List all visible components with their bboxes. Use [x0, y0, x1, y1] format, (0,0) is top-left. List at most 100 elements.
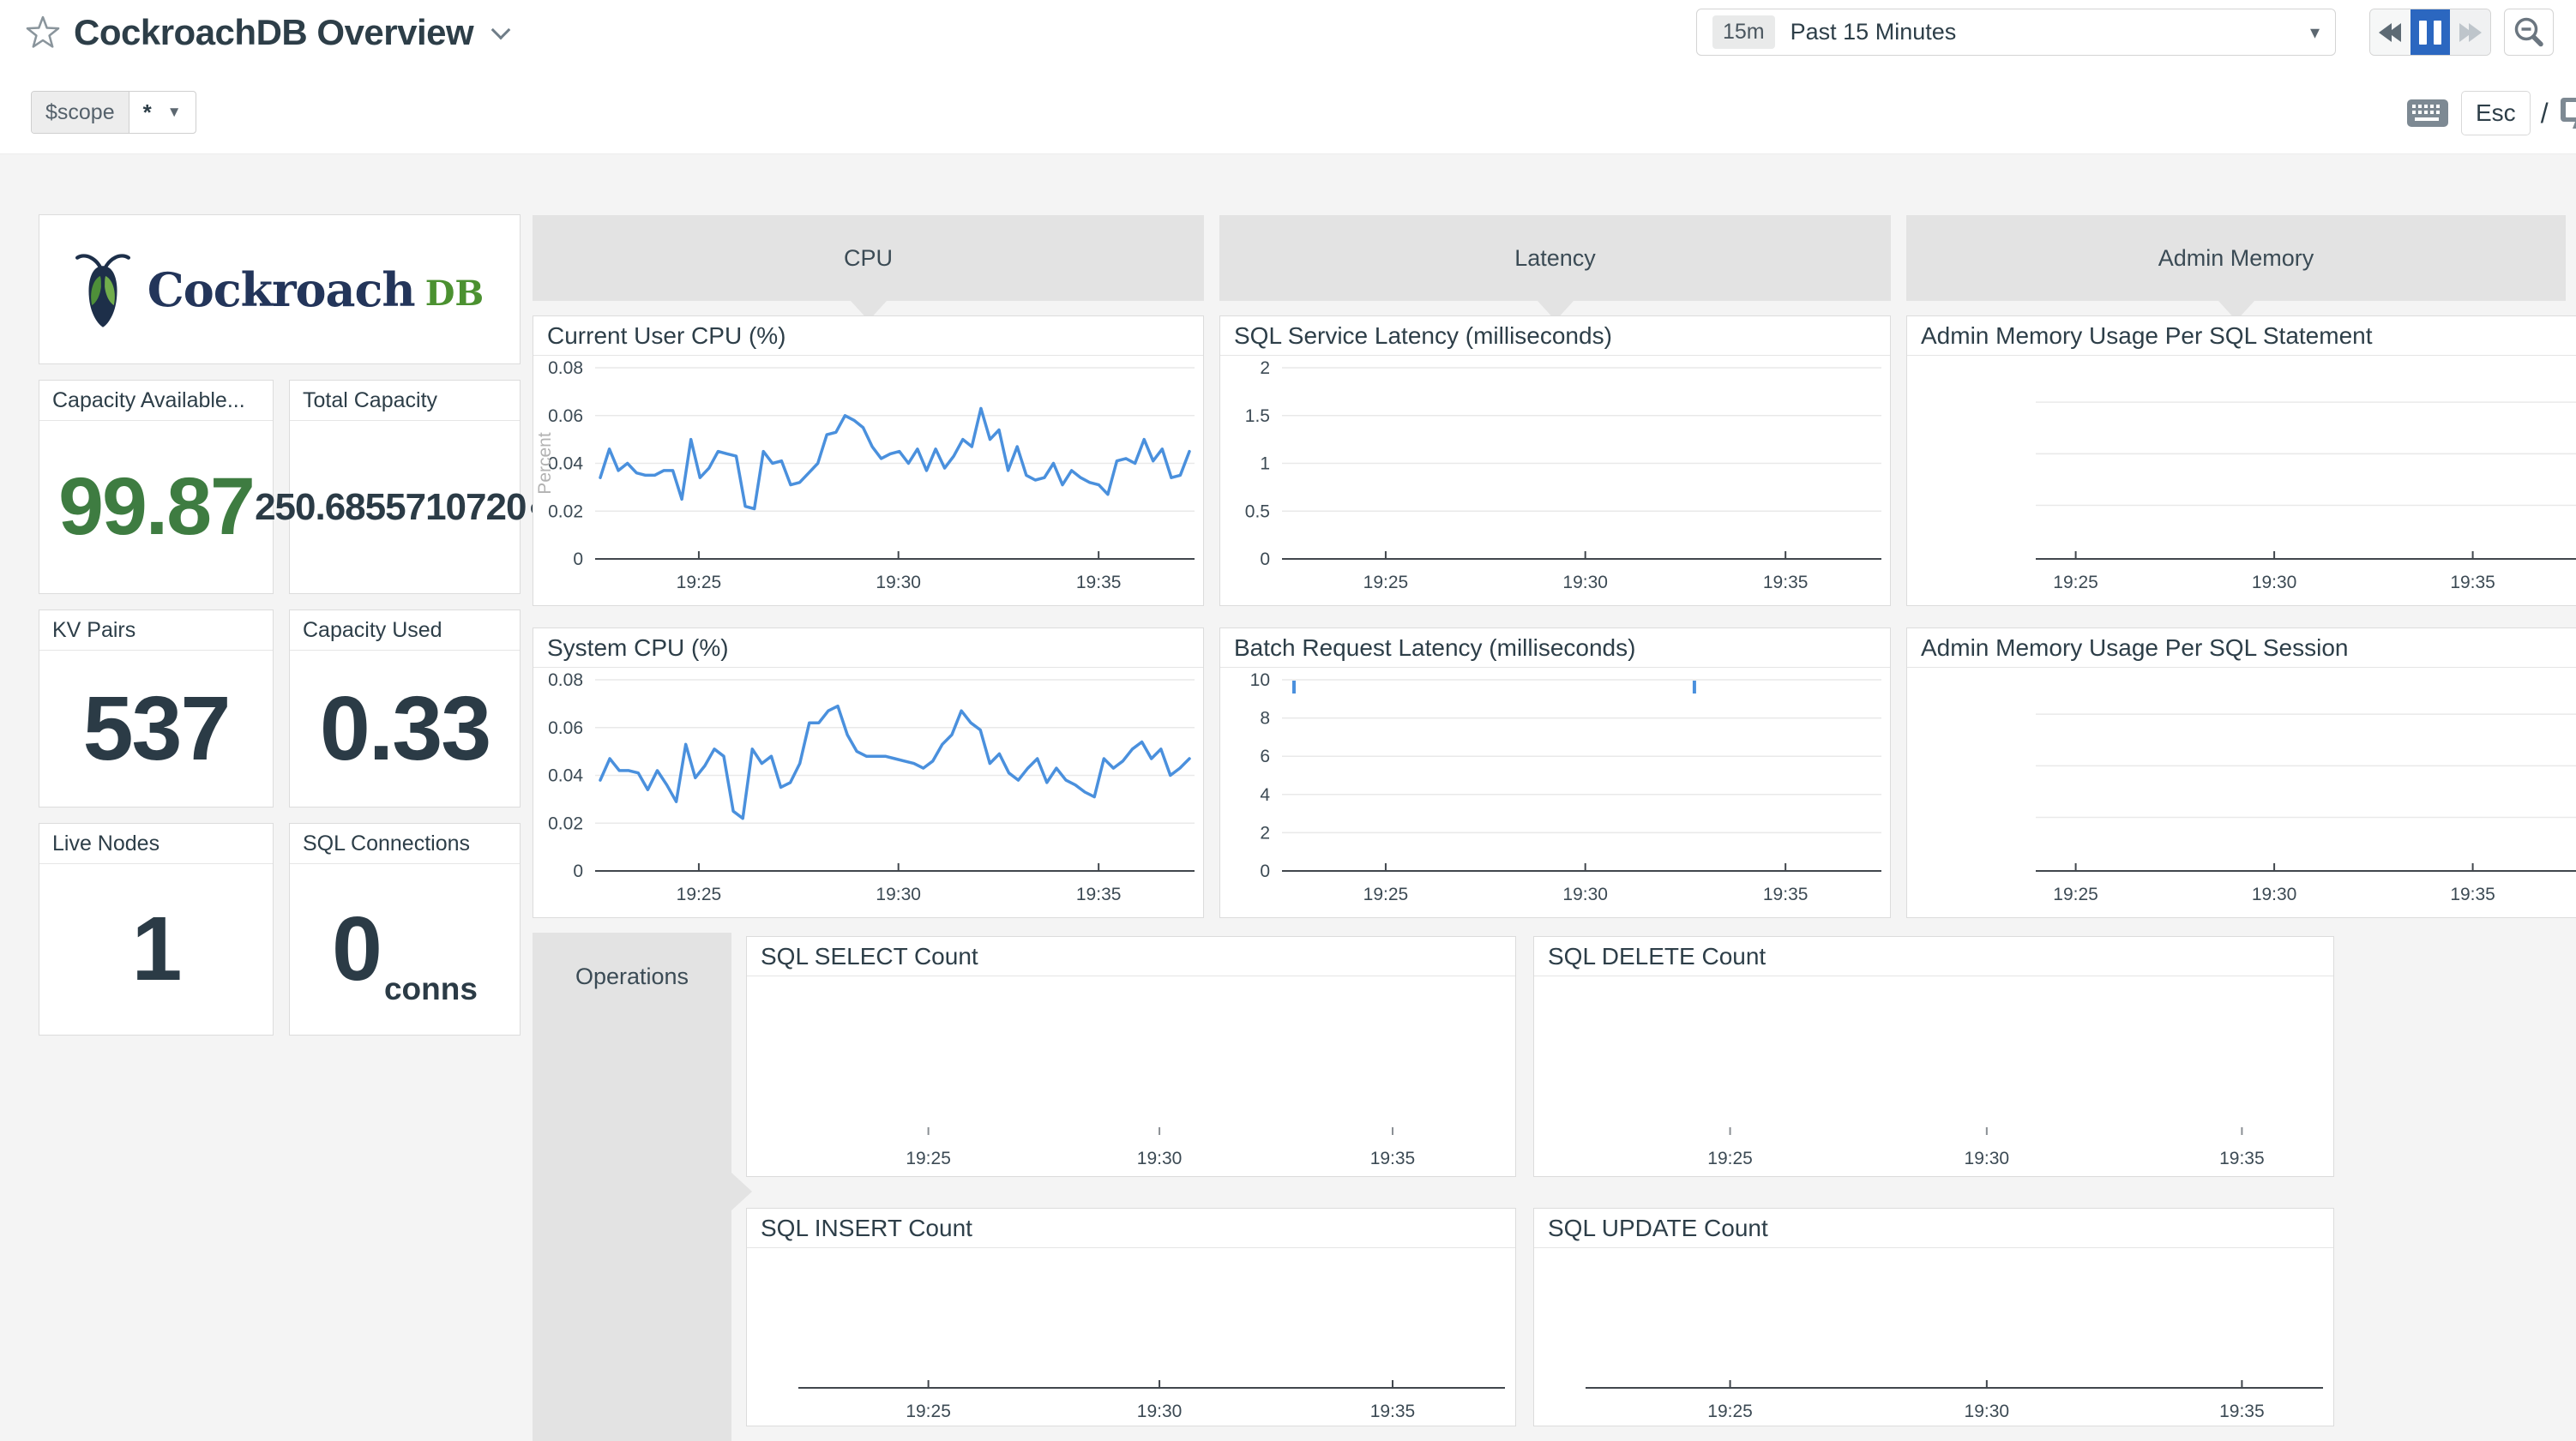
svg-text:19:35: 19:35	[2219, 1149, 2265, 1168]
time-range-caret-icon: ▾	[2309, 21, 2320, 43]
chart-batch-request-latency[interactable]: Batch Request Latency (milliseconds) 0 2 4…	[1219, 627, 1891, 918]
card-value: 0 conns	[290, 864, 520, 1035]
rewind-button[interactable]	[2370, 9, 2410, 55]
playback-controls	[2369, 9, 2491, 56]
svg-text:19:35: 19:35	[1370, 1149, 1416, 1168]
group-header-operations[interactable]: Operations	[533, 933, 731, 1441]
query-value-capacity-available[interactable]: Capacity Available... 99.87	[39, 380, 274, 594]
time-range-label: Past 15 Minutes	[1790, 19, 1957, 45]
esc-label: Esc	[2476, 99, 2516, 126]
svg-text:19:25: 19:25	[1363, 573, 1409, 592]
chart-plot-area: 19:25 19:30 19:35	[1534, 1248, 2333, 1426]
svg-text:19:35: 19:35	[1076, 573, 1122, 592]
svg-text:4: 4	[1260, 785, 1270, 805]
cockroachdb-logo-card[interactable]: Cockroach DB	[39, 214, 521, 364]
svg-text:1: 1	[1260, 454, 1270, 474]
esc-key-button[interactable]: Esc	[2461, 91, 2531, 135]
logo-db-suffix: DB	[424, 273, 485, 314]
svg-text:19:30: 19:30	[1137, 1402, 1183, 1421]
time-range-picker[interactable]: 15m Past 15 Minutes ▾	[1696, 9, 2336, 56]
card-title: Capacity Used	[290, 610, 520, 651]
tv-mode-icon[interactable]	[2559, 95, 2576, 131]
chart-plot-area: 19:25 19:30 19:35	[747, 1248, 1515, 1426]
svg-text:0.06: 0.06	[548, 718, 583, 738]
chart-system-cpu[interactable]: System CPU (%) 0 0.02 0.04 0.06 0.08 19:25 19:…	[533, 627, 1204, 918]
scope-caret-icon: ▼	[166, 104, 182, 120]
chart-sql-service-latency[interactable]: SQL Service Latency (milliseconds) 0 0.5 1…	[1219, 315, 1891, 606]
svg-text:0: 0	[573, 549, 583, 569]
svg-text:19:30: 19:30	[876, 573, 921, 592]
chart-title: SQL DELETE Count	[1534, 937, 2333, 976]
chart-title: SQL Service Latency (milliseconds)	[1220, 316, 1890, 356]
title-chevron-down-icon[interactable]	[491, 20, 511, 40]
svg-text:0: 0	[1260, 862, 1270, 881]
svg-text:19:35: 19:35	[2450, 885, 2495, 904]
chart-sql-insert-count[interactable]: SQL INSERT Count 19:25 19:30 19:35	[746, 1208, 1516, 1426]
scope-variable-value[interactable]: * ▼	[129, 92, 196, 133]
chart-plot-area: 19:25 19:30 19:35	[1907, 356, 2576, 605]
title-row: CockroachDB Overview	[26, 12, 511, 53]
group-header-admin-memory[interactable]: Admin Memory	[1906, 215, 2566, 301]
svg-text:19:30: 19:30	[2252, 573, 2297, 592]
value-text: 0	[332, 898, 382, 1000]
value-text: 250.6855710720	[255, 485, 527, 528]
chart-plot-area: 19:25 19:30 19:35	[747, 976, 1515, 1176]
favorite-star-icon[interactable]	[26, 15, 60, 50]
chart-admin-memory-per-session[interactable]: Admin Memory Usage Per SQL Session 19:25…	[1906, 627, 2576, 918]
card-value: 250.6855710720 GB	[255, 421, 555, 593]
pause-button[interactable]	[2410, 9, 2451, 55]
chart-title: Admin Memory Usage Per SQL Statement	[1907, 316, 2576, 356]
svg-text:19:25: 19:25	[906, 1149, 951, 1168]
card-value: 537	[39, 651, 273, 807]
cockroach-bug-icon	[75, 253, 130, 327]
value-text: 0.33	[319, 677, 491, 779]
chart-admin-memory-per-statement[interactable]: Admin Memory Usage Per SQL Statement 19:…	[1906, 315, 2576, 606]
chart-title: SQL INSERT Count	[747, 1209, 1515, 1248]
query-value-sql-connections[interactable]: SQL Connections 0 conns	[289, 823, 521, 1036]
svg-text:19:30: 19:30	[1562, 885, 1608, 904]
card-title: Live Nodes	[39, 824, 273, 864]
slash-shortcut: /	[2540, 97, 2549, 129]
chart-current-user-cpu[interactable]: Current User CPU (%) 0 0.02 0.04 0.06 0.08 19…	[533, 315, 1204, 606]
svg-text:19:30: 19:30	[2252, 885, 2297, 904]
svg-text:6: 6	[1260, 747, 1270, 766]
chart-plot-area: 0 0.02 0.04 0.06 0.08 19:25 19:30 19:35	[533, 668, 1203, 917]
svg-text:19:25: 19:25	[2053, 573, 2098, 592]
card-value: 99.87	[39, 421, 273, 593]
group-header-cpu[interactable]: CPU	[533, 215, 1204, 301]
query-value-capacity-used[interactable]: Capacity Used 0.33	[289, 609, 521, 808]
query-value-live-nodes[interactable]: Live Nodes 1	[39, 823, 274, 1036]
chart-title: Batch Request Latency (milliseconds)	[1220, 628, 1890, 668]
dashboard-header: CockroachDB Overview 15m Past 15 Minutes…	[0, 0, 2576, 154]
chart-sql-delete-count[interactable]: SQL DELETE Count 19:25 19:30 19:35	[1533, 936, 2334, 1177]
svg-text:0: 0	[573, 862, 583, 881]
svg-text:19:35: 19:35	[1763, 573, 1809, 592]
svg-text:19:30: 19:30	[1562, 573, 1608, 592]
svg-text:0: 0	[1260, 549, 1270, 569]
svg-text:19:35: 19:35	[2450, 573, 2495, 592]
svg-text:19:30: 19:30	[1137, 1149, 1183, 1168]
chart-title: Current User CPU (%)	[533, 316, 1203, 356]
svg-text:Percent: Percent	[535, 432, 555, 495]
group-header-latency[interactable]: Latency	[1219, 215, 1891, 301]
card-value: 1	[39, 864, 273, 1035]
group-notch-operations	[731, 1173, 752, 1210]
template-variable-scope[interactable]: $scope * ▼	[31, 91, 196, 134]
svg-text:0.06: 0.06	[548, 406, 583, 426]
svg-text:19:30: 19:30	[1965, 1149, 2010, 1168]
group-label: Operations	[575, 964, 689, 989]
chart-plot-area: 19:25 19:30 19:35	[1534, 976, 2333, 1176]
chart-plot-area: 0 0.02 0.04 0.06 0.08 19:25 19:30 19:35 Percent	[533, 356, 1203, 605]
keyboard-icon[interactable]	[2406, 97, 2449, 129]
svg-text:0.04: 0.04	[548, 766, 583, 786]
query-value-kv-pairs[interactable]: KV Pairs 537	[39, 609, 274, 808]
svg-text:19:25: 19:25	[2053, 885, 2098, 904]
query-value-total-capacity[interactable]: Total Capacity 250.6855710720 GB	[255, 380, 555, 594]
scope-value-text: *	[142, 99, 152, 125]
time-range-badge: 15m	[1712, 15, 1775, 49]
chart-sql-select-count[interactable]: SQL SELECT Count 19:25 19:30 19:35	[746, 936, 1516, 1177]
chart-sql-update-count[interactable]: SQL UPDATE Count 19:25 19:30 19:35	[1533, 1208, 2334, 1426]
zoom-out-button[interactable]	[2504, 9, 2554, 56]
value-text: 1	[131, 898, 183, 1000]
fast-forward-button[interactable]	[2450, 9, 2490, 55]
